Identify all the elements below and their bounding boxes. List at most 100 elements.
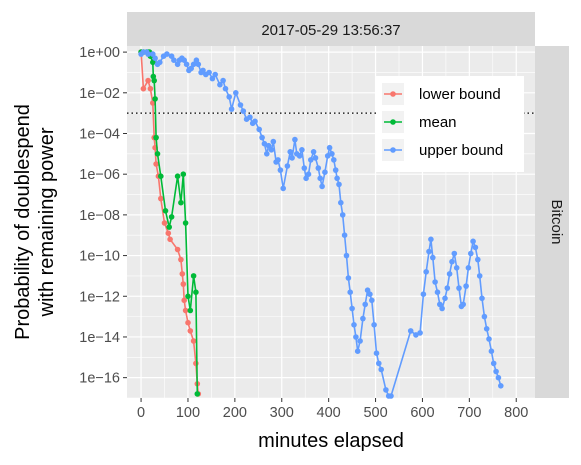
data-point-mean xyxy=(178,199,184,206)
data-point-upper xyxy=(338,199,344,206)
data-point-upper xyxy=(339,212,346,218)
data-point-upper xyxy=(233,90,239,96)
data-point-upper xyxy=(319,183,325,190)
x-tick-label: 800 xyxy=(504,405,528,421)
data-point-mean xyxy=(182,220,189,226)
data-point-upper xyxy=(209,75,216,82)
data-point-upper xyxy=(360,315,366,322)
y-tick-label: 1e−12 xyxy=(79,289,120,305)
data-point-upper xyxy=(430,254,436,261)
data-point-upper xyxy=(270,138,277,145)
data-point-upper xyxy=(303,175,309,182)
data-point-upper xyxy=(334,175,340,182)
data-point-upper xyxy=(299,147,305,153)
data-point-upper xyxy=(362,301,369,308)
x-tick-label: 700 xyxy=(457,405,481,421)
data-point-upper xyxy=(317,175,324,182)
data-point-upper xyxy=(292,136,298,143)
data-point-upper xyxy=(423,269,430,275)
x-tick-label: 0 xyxy=(137,405,145,421)
data-point-lower xyxy=(182,307,189,314)
data-point-upper xyxy=(465,265,472,271)
data-point-mean xyxy=(153,134,159,141)
data-point-upper xyxy=(434,289,441,296)
data-point-upper xyxy=(324,153,331,159)
data-point-mean xyxy=(174,173,181,179)
data-point-lower xyxy=(158,195,164,202)
data-point-upper xyxy=(353,334,359,340)
legend-label: upper bound xyxy=(419,142,503,159)
data-point-upper xyxy=(373,350,380,357)
x-tick-label: 100 xyxy=(176,405,200,421)
data-point-lower xyxy=(161,220,168,226)
facet-strip-right-label: Bitcoin xyxy=(548,199,565,244)
data-point-mean xyxy=(194,391,201,397)
data-point-mean xyxy=(158,173,164,179)
legend-item-upper: upper bound xyxy=(382,139,503,161)
data-point-upper xyxy=(413,332,419,338)
data-point-upper xyxy=(150,51,156,57)
data-point-upper xyxy=(468,250,474,257)
data-point-upper xyxy=(145,51,151,57)
x-axis-title: minutes elapsed xyxy=(258,430,404,452)
data-point-upper xyxy=(268,147,275,153)
data-point-upper xyxy=(367,291,373,298)
data-point-mean xyxy=(187,307,194,314)
data-point-upper xyxy=(407,328,414,334)
data-point-upper xyxy=(463,283,469,289)
data-point-lower xyxy=(140,85,147,92)
data-point-lower xyxy=(178,256,184,263)
data-point-upper xyxy=(439,305,445,312)
y-axis-title-line-2: with remaining power xyxy=(36,127,58,317)
data-point-lower xyxy=(180,281,187,287)
y-tick-label: 1e+00 xyxy=(79,45,120,61)
data-point-upper xyxy=(345,275,352,281)
data-point-lower xyxy=(165,230,172,236)
data-point-upper xyxy=(237,102,244,108)
data-point-mean xyxy=(154,151,161,157)
data-point-lower xyxy=(181,297,187,304)
data-point-upper xyxy=(483,326,490,332)
data-point-upper xyxy=(152,55,158,61)
data-point-upper xyxy=(275,157,281,163)
data-point-upper xyxy=(284,163,291,169)
series-upper xyxy=(138,49,504,399)
data-point-upper xyxy=(453,265,460,271)
data-point-upper xyxy=(206,69,212,76)
data-point-upper xyxy=(486,336,492,342)
data-point-mean xyxy=(152,96,158,102)
data-point-upper xyxy=(312,155,319,161)
x-tick-label: 600 xyxy=(410,405,434,421)
data-point-upper xyxy=(449,258,455,265)
y-tick-label: 1e−06 xyxy=(79,167,120,183)
data-point-upper xyxy=(315,165,322,171)
legend-key-point xyxy=(390,91,396,97)
data-point-upper xyxy=(428,236,434,243)
data-point-upper xyxy=(479,295,485,302)
data-point-mean xyxy=(150,59,156,66)
data-point-upper xyxy=(495,374,502,381)
data-point-upper xyxy=(456,285,462,291)
data-point-upper xyxy=(444,285,451,291)
data-point-upper xyxy=(349,305,355,312)
data-point-upper xyxy=(442,295,448,302)
series-layer xyxy=(138,49,504,399)
data-point-upper xyxy=(426,248,432,255)
data-point-upper xyxy=(322,169,328,175)
data-point-upper xyxy=(200,67,206,74)
data-point-upper xyxy=(289,155,295,161)
data-point-mean xyxy=(168,214,175,220)
data-point-lower xyxy=(145,77,151,84)
data-point-upper xyxy=(171,57,177,63)
data-point-upper xyxy=(347,289,354,296)
data-point-upper xyxy=(226,94,232,100)
data-point-upper xyxy=(195,61,202,68)
data-point-mean xyxy=(166,224,172,230)
y-tick-label: 1e−10 xyxy=(79,249,120,265)
legend-key-point xyxy=(390,119,396,125)
legend-item-lower: lower bound xyxy=(382,83,501,105)
x-tick-label: 400 xyxy=(317,405,341,421)
data-point-lower xyxy=(193,360,199,367)
data-point-upper xyxy=(310,149,317,155)
